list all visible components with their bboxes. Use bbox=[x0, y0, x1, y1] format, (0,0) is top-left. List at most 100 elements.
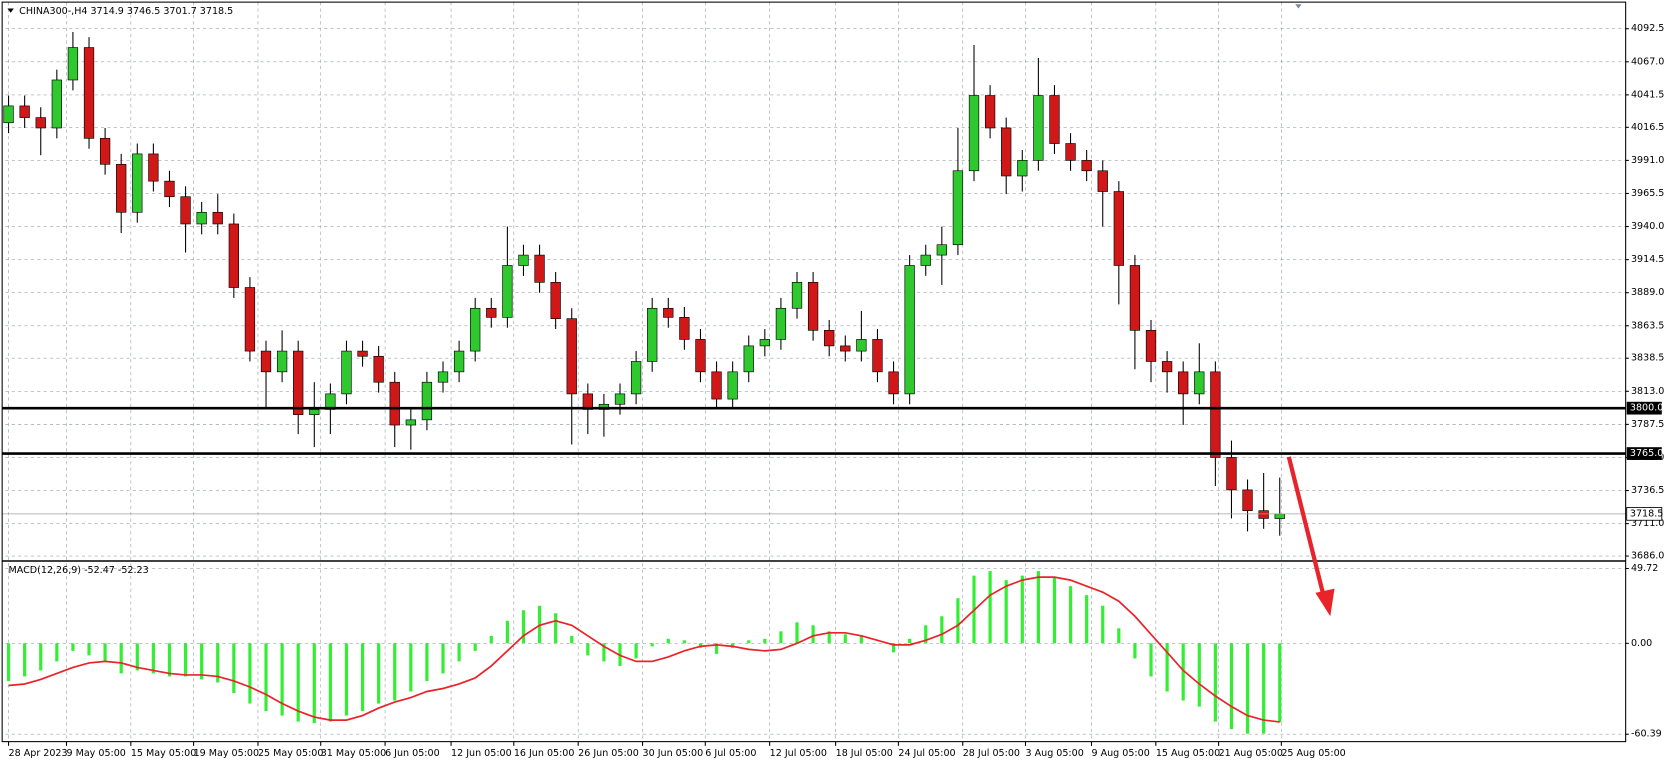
histogram-bar bbox=[666, 638, 670, 644]
candle-body bbox=[309, 409, 320, 415]
histogram-bar bbox=[39, 643, 43, 671]
candle-body bbox=[132, 153, 143, 213]
y-tick-label: 4041.5 bbox=[1631, 89, 1664, 100]
x-tick-label: 28 Apr 2023 bbox=[9, 748, 68, 759]
candle-body bbox=[550, 282, 561, 319]
histogram-bar bbox=[216, 643, 220, 683]
histogram-bar bbox=[1101, 605, 1105, 644]
histogram-bar bbox=[1133, 643, 1137, 659]
candle-body bbox=[872, 339, 883, 373]
candle-body bbox=[83, 47, 95, 139]
candle-body bbox=[148, 153, 159, 182]
candle-body bbox=[791, 282, 803, 309]
histogram-bar bbox=[650, 643, 654, 647]
candle-body bbox=[51, 79, 62, 129]
candle-body bbox=[775, 307, 787, 340]
histogram-bar bbox=[811, 625, 815, 644]
histogram-bar bbox=[1197, 643, 1201, 707]
x-tick-label: 31 May 05:00 bbox=[321, 748, 386, 759]
histogram-bar bbox=[714, 643, 719, 654]
x-tick-label: 30 Jun 05:00 bbox=[643, 748, 704, 759]
price-label: 3718.5 bbox=[1630, 508, 1663, 519]
histogram-bar bbox=[1036, 571, 1040, 644]
histogram-bar bbox=[87, 643, 91, 656]
histogram-bar bbox=[1213, 643, 1217, 722]
candle-body bbox=[1001, 127, 1012, 177]
histogram-bar bbox=[360, 643, 365, 712]
y-tick-label: 4092.5 bbox=[1631, 23, 1664, 34]
histogram-bar bbox=[441, 643, 445, 674]
histogram-bar bbox=[988, 571, 992, 644]
candle-body bbox=[212, 211, 223, 225]
candle-body bbox=[35, 117, 46, 129]
candle-body bbox=[1210, 371, 1221, 458]
candle-body bbox=[1017, 160, 1028, 177]
y-tick-label: 3686.0 bbox=[1631, 551, 1664, 562]
x-tick-label: 15 Aug 05:00 bbox=[1156, 748, 1220, 759]
candle-body bbox=[1049, 95, 1060, 144]
candle-body bbox=[920, 254, 931, 266]
histogram-bar bbox=[135, 643, 139, 671]
histogram-bar bbox=[779, 631, 783, 644]
histogram-bar bbox=[634, 643, 638, 659]
candle-body bbox=[180, 196, 191, 225]
histogram-bar bbox=[859, 635, 863, 644]
histogram-bar bbox=[71, 643, 75, 651]
histogram-bar bbox=[843, 634, 847, 644]
candle-body bbox=[614, 393, 626, 405]
title-marker bbox=[7, 8, 14, 13]
y-tick-label: 49.72 bbox=[1631, 563, 1658, 574]
signal-line bbox=[8, 576, 1280, 723]
histogram-bar bbox=[1149, 643, 1153, 677]
x-tick-label: 16 Jun 05:00 bbox=[514, 748, 575, 759]
price-label-box bbox=[1626, 401, 1662, 415]
x-tick-label: 9 Aug 05:00 bbox=[1091, 748, 1149, 759]
candle-body bbox=[824, 330, 835, 347]
x-tick-label: 6 Jul 05:00 bbox=[705, 748, 756, 759]
candle-body bbox=[99, 138, 111, 165]
histogram-bar bbox=[55, 643, 59, 662]
histogram-bar bbox=[393, 643, 397, 701]
y-tick-label: 3889.0 bbox=[1631, 287, 1664, 298]
y-tick-label: 0.00 bbox=[1631, 638, 1652, 649]
y-tick-label: 3711.0 bbox=[1631, 518, 1664, 529]
y-tick-label: 4067.0 bbox=[1631, 56, 1664, 67]
candle-body bbox=[1033, 95, 1044, 161]
candle-body bbox=[1065, 143, 1076, 161]
histogram-bar bbox=[328, 643, 332, 722]
histogram-bar bbox=[956, 598, 960, 644]
candle-body bbox=[904, 265, 915, 395]
candle-body bbox=[1097, 170, 1108, 192]
histogram-bar bbox=[409, 643, 413, 692]
histogram-bar bbox=[586, 643, 590, 656]
histogram-bar bbox=[377, 643, 381, 704]
price-label-box bbox=[1626, 507, 1663, 521]
histogram-bar bbox=[183, 643, 188, 677]
candle-body bbox=[984, 95, 996, 129]
candle-body bbox=[1178, 371, 1189, 395]
chart-title: CHINA300-,H4 3714.9 3746.5 3701.7 3718.5 bbox=[19, 6, 233, 17]
histogram-bar bbox=[795, 622, 799, 644]
candle-body bbox=[1258, 510, 1269, 519]
histogram-bar bbox=[1262, 643, 1266, 734]
histogram-bar bbox=[763, 638, 767, 644]
candle-body bbox=[679, 317, 690, 340]
shift-marker bbox=[1295, 4, 1302, 9]
price-label: 3765.0 bbox=[1630, 448, 1663, 459]
histogram-bar bbox=[505, 620, 509, 644]
indicator-title: MACD(12,26,9) -52.47 -52.23 bbox=[9, 565, 149, 576]
histogram-bar bbox=[457, 643, 461, 662]
histogram-bar bbox=[489, 635, 493, 644]
candle-body bbox=[293, 350, 304, 415]
x-tick-label: 25 Aug 05:00 bbox=[1281, 748, 1345, 759]
histogram-bar bbox=[1117, 628, 1121, 644]
histogram-bar bbox=[425, 643, 429, 681]
x-tick-label: 18 Jul 05:00 bbox=[836, 748, 893, 759]
y-tick-label: 3914.5 bbox=[1631, 254, 1664, 265]
candle-body bbox=[228, 223, 239, 288]
candle-body bbox=[727, 371, 738, 400]
histogram-bar bbox=[280, 643, 284, 716]
y-tick-label: 3736.5 bbox=[1631, 485, 1664, 496]
candle-body bbox=[711, 371, 722, 400]
